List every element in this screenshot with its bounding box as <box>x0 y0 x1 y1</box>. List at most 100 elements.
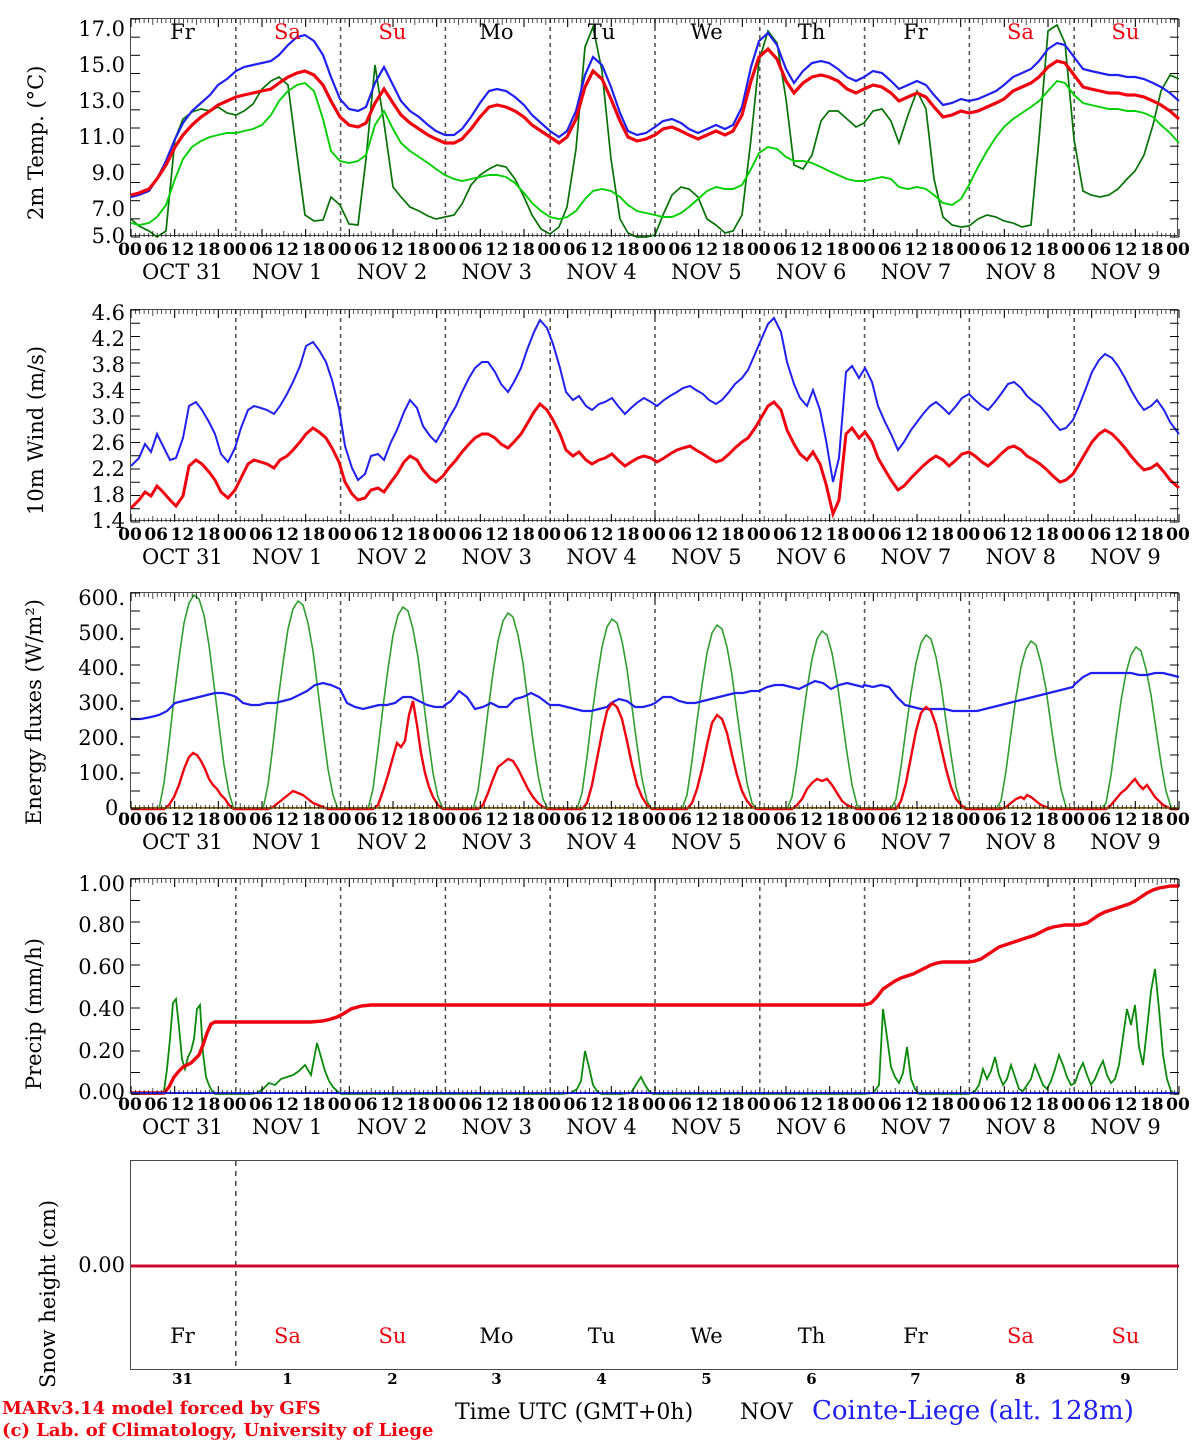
hour-label: 18 <box>615 525 640 545</box>
flux-ytick-400: 400. <box>78 656 125 680</box>
hour-label: 18 <box>1035 1095 1059 1115</box>
date-label: NOV 9 <box>1090 1115 1161 1139</box>
wind-svg <box>129 309 1180 523</box>
hour-label: 12 <box>170 810 195 830</box>
hour-label-final: 00 <box>1166 810 1190 830</box>
hour-label: 18 <box>720 810 745 830</box>
hour-label: 00 <box>537 525 562 545</box>
top-tick-ruler <box>130 310 1180 318</box>
hour-label: 00 <box>746 1095 771 1115</box>
date-label: NOV 8 <box>985 830 1056 854</box>
hour-label: 12 <box>170 240 195 260</box>
temp-plot-area <box>130 18 1181 239</box>
hour-label: 06 <box>458 240 483 260</box>
x-axis-title: Time UTC (GMT+0h) <box>455 1400 694 1425</box>
date-label: OCT 31 <box>142 545 223 569</box>
hour-label: 18 <box>1139 1095 1164 1115</box>
flux-series-solar <box>131 700 1179 811</box>
top-tick-ruler <box>130 879 1180 887</box>
bottom-tick-ruler <box>130 1086 1180 1094</box>
temp-ytick-11: 11.0 <box>78 125 125 149</box>
date-label: NOV 1 <box>251 1115 323 1139</box>
date-label: NOV 5 <box>671 1115 742 1139</box>
date-label: NOV 6 <box>775 260 847 284</box>
hour-label: 18 <box>301 810 326 830</box>
hour-label: 06 <box>458 810 483 830</box>
hour-label: 00 <box>746 240 771 260</box>
hour-label: 00 <box>432 1095 457 1115</box>
date-label: NOV 7 <box>880 545 952 569</box>
temp-day-3: Mo <box>479 20 514 44</box>
x-axis-month: NOV <box>740 1400 793 1425</box>
hour-label: 06 <box>144 1095 169 1115</box>
hour-label: 18 <box>196 525 221 545</box>
hour-label: 00 <box>1061 525 1086 545</box>
date-label: NOV 6 <box>775 1115 847 1139</box>
hour-label: 18 <box>406 240 431 260</box>
hour-label: 06 <box>668 525 693 545</box>
hour-label: 12 <box>275 810 300 830</box>
hour-label: 00 <box>851 1095 876 1115</box>
hour-label: 12 <box>484 240 509 260</box>
bottom-daynum-5: 5 <box>701 1370 712 1388</box>
hour-label: 00 <box>432 525 457 545</box>
bottom-daynum-3: 3 <box>491 1370 502 1388</box>
temp-day-5: We <box>690 20 723 44</box>
hour-label: 06 <box>353 1095 378 1115</box>
hour-label: 00 <box>222 1095 247 1115</box>
hour-label: 00 <box>118 1095 142 1115</box>
hour-label: 00 <box>851 240 876 260</box>
hour-label: 12 <box>275 1095 300 1115</box>
temp-svg <box>130 18 1181 239</box>
hour-label: 06 <box>353 240 378 260</box>
wind-day-dividers <box>235 310 1076 522</box>
hour-label: 18 <box>301 240 326 260</box>
date-label: NOV 3 <box>461 545 532 569</box>
hour-label: 06 <box>563 1095 588 1115</box>
bottom-daynum-7: 7 <box>910 1370 921 1388</box>
snow-svg <box>131 1161 1179 1371</box>
temp-series-humidex <box>130 31 1180 199</box>
date-label: NOV 4 <box>566 830 637 854</box>
bottom-tick-ruler <box>130 514 1180 522</box>
hour-label: 18 <box>406 1095 431 1115</box>
date-label: NOV 1 <box>251 830 323 854</box>
hour-label: 18 <box>511 810 535 830</box>
hour-label: 12 <box>1113 525 1138 545</box>
hour-label: 12 <box>799 1095 824 1115</box>
hour-label: 18 <box>825 810 850 830</box>
wind-ytick-42: 4.2 <box>91 327 125 351</box>
date-label: NOV 4 <box>566 260 637 284</box>
hour-label: 12 <box>1113 810 1138 830</box>
panel-wind: 10m Wind (m/s) 4.6 4.2 3.8 3.4 3.0 2.6 2… <box>0 285 1194 570</box>
snow-y-axis-label: Snow height (cm) <box>36 1199 60 1388</box>
temp-day-1: Sa <box>274 20 301 44</box>
panel-energy-fluxes: Energy fluxes (W/m²) 600. 500. 400. 300.… <box>0 570 1194 855</box>
panel-precip: Precip (mm/h) 1.00 0.80 0.60 0.40 0.20 0… <box>0 855 1194 1140</box>
hour-label: 06 <box>877 810 902 830</box>
date-label: NOV 5 <box>671 830 742 854</box>
hour-label: 18 <box>1035 810 1059 830</box>
temp-ytick-13: 13.0 <box>78 89 125 113</box>
hour-label: 06 <box>877 1095 902 1115</box>
top-tick-ruler <box>130 19 1180 27</box>
date-label: NOV 7 <box>880 1115 952 1139</box>
flux-ytick-0: 0. <box>104 796 125 820</box>
date-label: NOV 2 <box>356 1115 428 1139</box>
hour-label: 00 <box>642 240 666 260</box>
hour-label: 12 <box>904 240 928 260</box>
date-label: OCT 31 <box>142 830 223 854</box>
hour-label: 06 <box>563 525 588 545</box>
y-tick-marks <box>131 592 1179 810</box>
hour-label: 18 <box>720 1095 745 1115</box>
hour-label: 00 <box>118 810 142 830</box>
temp-ytick-9: 9.0 <box>91 161 125 185</box>
footer-model: MARv3.14 model forced by GFS <box>2 1398 321 1419</box>
hour-label: 00 <box>1061 810 1086 830</box>
hour-label: 06 <box>982 240 1007 260</box>
hour-label: 06 <box>458 1095 483 1115</box>
hour-label: 00 <box>642 1095 666 1115</box>
hour-label: 12 <box>799 810 824 830</box>
bottom-daynum-4: 4 <box>596 1370 607 1388</box>
bottom-daynum-6: 6 <box>806 1370 817 1388</box>
